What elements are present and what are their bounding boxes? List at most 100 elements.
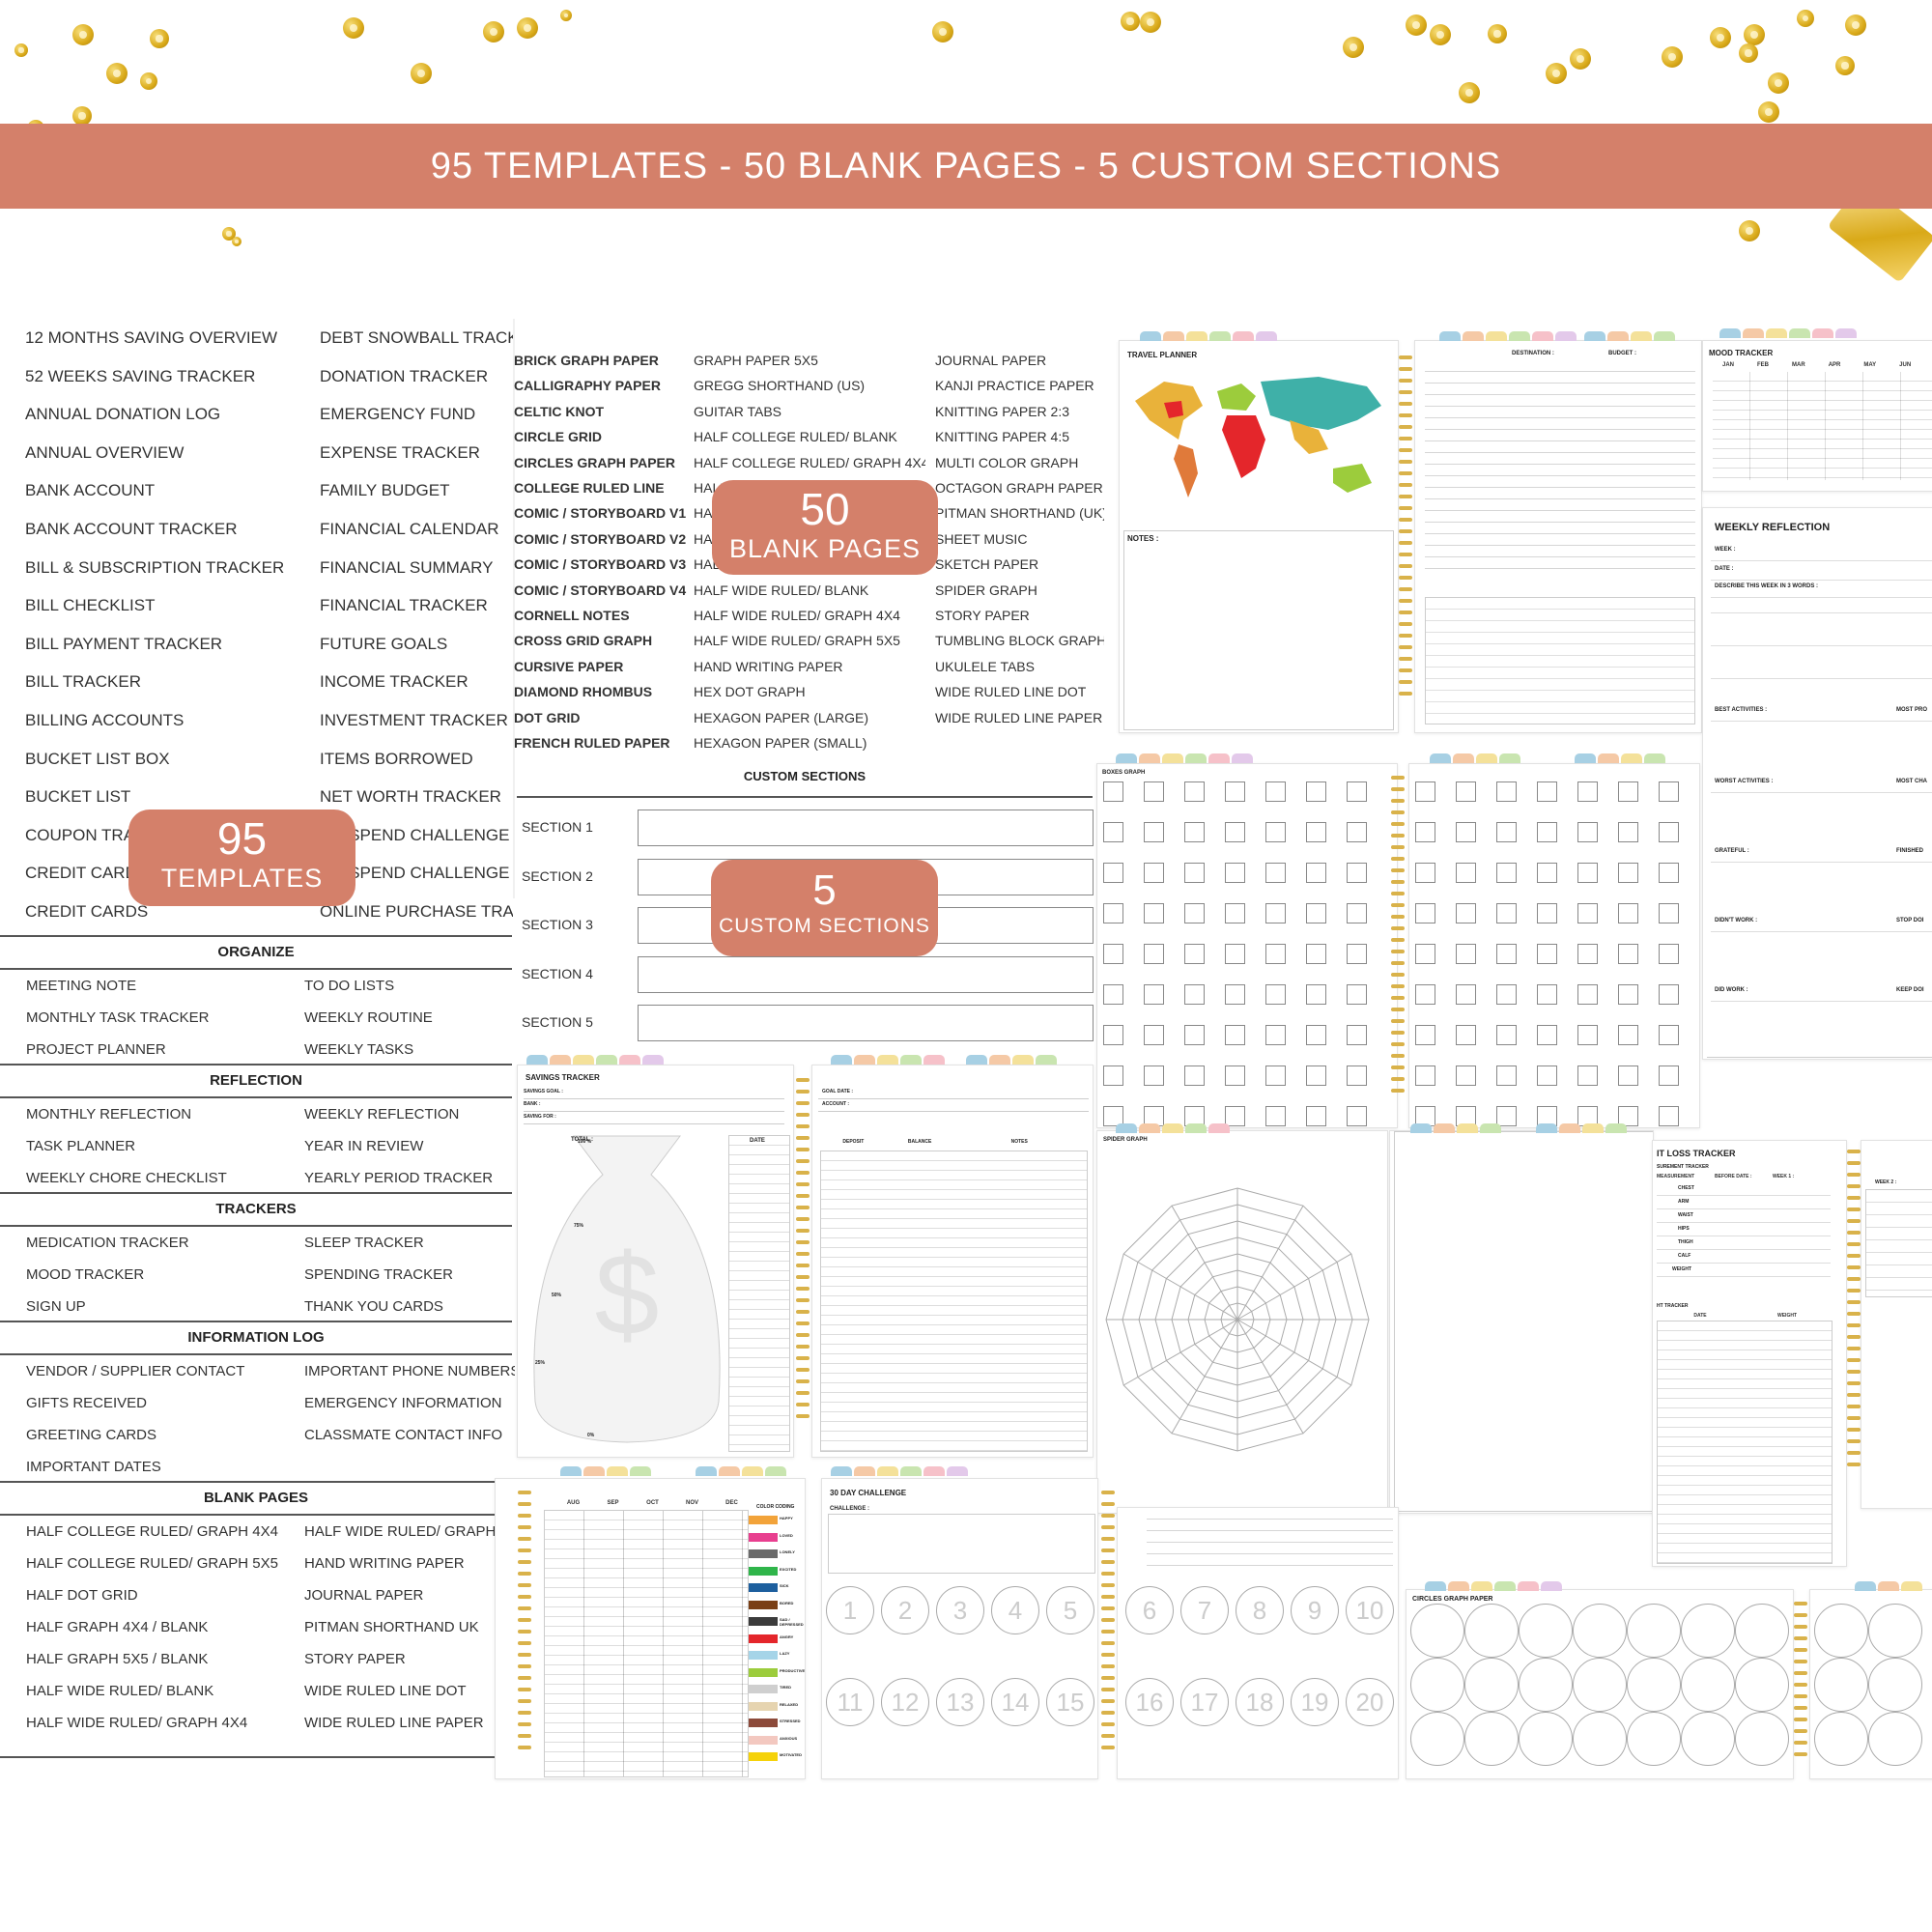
yearly-mood-page: AUG SEP OCT NOV DEC COLOR CODING HAPPY LOVED L…: [495, 1478, 806, 1779]
confetti-dot: [483, 21, 504, 43]
challenge-day-circle: 6: [1125, 1586, 1174, 1634]
grid-box: [1496, 944, 1517, 964]
list-item: HEXAGON PAPER (SMALL): [694, 735, 867, 752]
list-item: FRENCH RULED PAPER: [514, 735, 670, 752]
notes-box: [1123, 530, 1394, 730]
row-line: [1657, 1276, 1831, 1277]
reflection-grid: [1707, 1057, 1932, 1058]
confetti-dot: [1140, 12, 1161, 33]
ring-loop: [1399, 611, 1412, 614]
mood-label: HAPPY: [780, 1516, 793, 1520]
graph-circle: [1519, 1658, 1573, 1712]
ring-loop: [1391, 857, 1405, 861]
savings-tracker-title: SAVINGS TRACKER: [526, 1073, 600, 1082]
custom-section-field: [638, 1005, 1094, 1041]
grid-box: [1265, 1065, 1286, 1086]
ring-loop: [518, 1676, 531, 1680]
grid-box: [1225, 863, 1245, 883]
ring-loop: [1399, 587, 1412, 591]
grid-box: [1265, 903, 1286, 923]
tab-strip: [1536, 1123, 1627, 1133]
challenge-day-circle: 8: [1236, 1586, 1284, 1634]
grid-box: [1618, 903, 1638, 923]
grid-box: [1144, 1065, 1164, 1086]
grid-box: [1184, 1025, 1205, 1045]
page-tab: [1256, 331, 1277, 341]
ring-loop: [1847, 1463, 1861, 1466]
list-item: BUCKET LIST BOX: [25, 749, 170, 768]
graph-circle: [1627, 1712, 1681, 1766]
page-tab: [1410, 1123, 1432, 1133]
challenge-day-circle: 7: [1180, 1586, 1229, 1634]
ring-loop: [1399, 402, 1412, 406]
reflection-line: [1711, 612, 1932, 613]
confetti-dot: [1662, 46, 1683, 68]
confetti-dot: [150, 29, 169, 48]
ring-loop: [1794, 1613, 1807, 1617]
page-tab: [1518, 1581, 1539, 1591]
list-item: BILL PAYMENT TRACKER: [25, 634, 223, 653]
ring-loop: [1399, 367, 1412, 371]
grid-box: [1496, 984, 1517, 1005]
page-tab: [1163, 331, 1184, 341]
banner-title: 95 TEMPLATES - 50 BLANK PAGES - 5 CUSTOM…: [430, 145, 1502, 186]
page-tab: [1644, 753, 1665, 763]
account-field-label: ACCOUNT :: [822, 1101, 850, 1107]
page-tab: [923, 1055, 945, 1065]
ring-loop: [1101, 1502, 1115, 1506]
month-label: SEP: [607, 1500, 619, 1506]
page-tab: [1743, 328, 1764, 338]
grid-box: [1306, 1025, 1326, 1045]
grid-box: [1496, 1065, 1517, 1086]
binder-rings: [1391, 768, 1405, 1100]
grid-box: [1144, 1025, 1164, 1045]
reflection-field-label: DID WORK :: [1715, 987, 1748, 993]
custom-sections-badge: 5 CUSTOM SECTIONS: [711, 860, 938, 956]
grid-box: [1265, 984, 1286, 1005]
reflection-field-label: DIDN'T WORK :: [1715, 918, 1758, 923]
list-item: SLEEP TRACKER: [304, 1235, 424, 1251]
list-item: GREETING CARDS: [26, 1427, 157, 1443]
graph-circle: [1519, 1712, 1573, 1766]
tab-strip: [1575, 753, 1665, 763]
challenge-page-right: [1117, 1507, 1399, 1779]
reflection-line: [1711, 580, 1932, 581]
grid-box: [1577, 984, 1598, 1005]
list-item: BRICK GRAPH PAPER: [514, 353, 659, 368]
ring-loop: [1794, 1694, 1807, 1698]
confetti-dot: [517, 17, 538, 39]
year-month-headers: AUG SEP OCT NOV DEC: [554, 1500, 752, 1506]
list-item: EMERGENCY FUND: [320, 405, 476, 424]
page-tab: [765, 1466, 786, 1476]
page-tab: [1559, 1123, 1580, 1133]
reflection-right-label: MOST PRO: [1896, 707, 1928, 713]
list-item: HALF COLLEGE RULED/ GRAPH 4X4: [694, 454, 925, 470]
ring-loop: [1391, 845, 1405, 849]
confetti-dot: [1459, 82, 1480, 103]
grid-box: [1103, 1065, 1123, 1086]
list-item: HALF WIDE RULED/ GRAPH 5X5: [694, 633, 900, 649]
weekly-reflection-title: WEEKLY REFLECTION: [1715, 522, 1831, 533]
grid-box: [1577, 903, 1598, 923]
grid-box: [1618, 863, 1638, 883]
tab-strip: [831, 1466, 968, 1476]
ring-loop: [1847, 1335, 1861, 1339]
page-tab: [642, 1055, 664, 1065]
percent-label: 50%: [552, 1293, 562, 1298]
grid-box: [1265, 863, 1286, 883]
custom-section-field: [638, 810, 1094, 846]
column-header: MEASUREMENT: [1657, 1174, 1695, 1179]
ring-loop: [1399, 553, 1412, 556]
reflection-right-label: STOP DOI: [1896, 918, 1924, 923]
grid-box: [1265, 944, 1286, 964]
ring-loop: [1399, 506, 1412, 510]
ring-loop: [796, 1264, 810, 1267]
tab-strip: [1116, 1123, 1230, 1133]
travel-planner-page: TRAVEL PLANNER NOTES :: [1119, 340, 1399, 733]
budget-label: BUDGET :: [1608, 351, 1636, 356]
ring-loop: [796, 1124, 810, 1128]
list-item: WEEKLY TASKS: [304, 1041, 414, 1058]
grid-box: [1659, 1106, 1679, 1126]
grid-box: [1144, 903, 1164, 923]
challenge-day-circle: 17: [1180, 1678, 1229, 1726]
